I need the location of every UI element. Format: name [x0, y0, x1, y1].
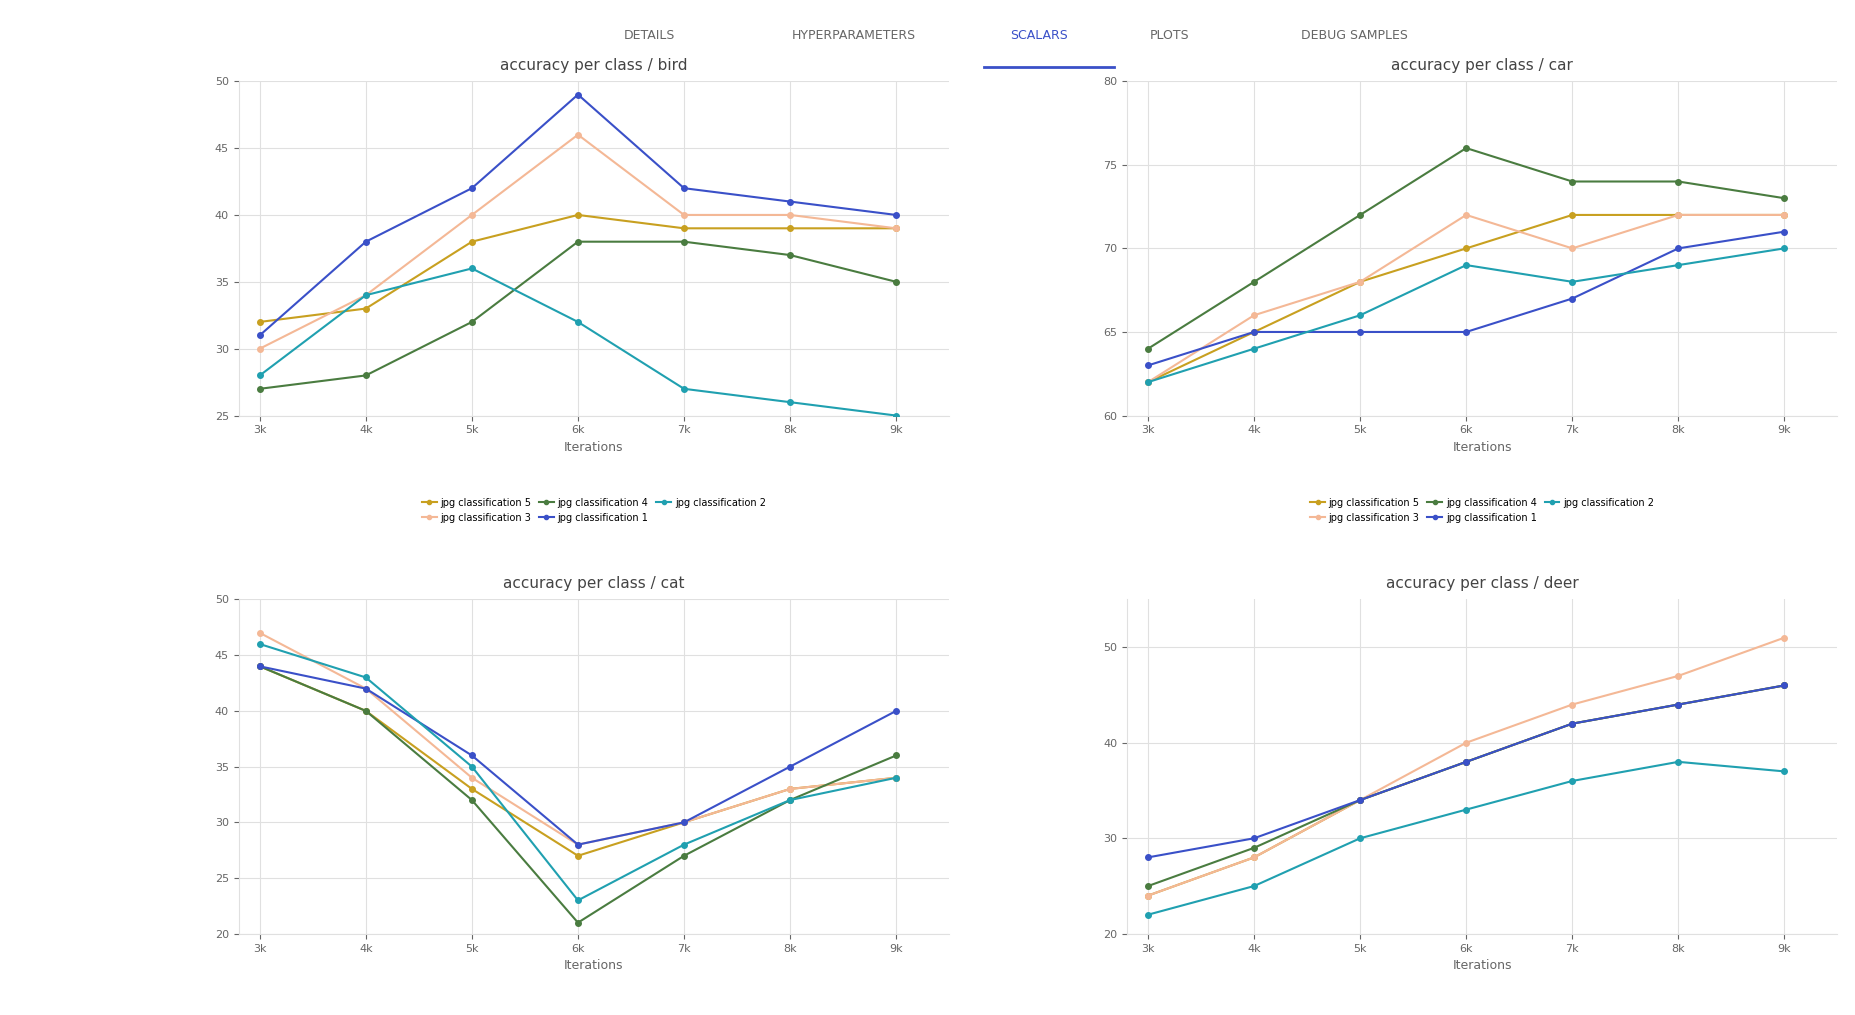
Text: DEBUG SAMPLES: DEBUG SAMPLES — [1300, 29, 1408, 42]
Title: accuracy per class / bird: accuracy per class / bird — [499, 58, 686, 73]
Title: accuracy per class / deer: accuracy per class / deer — [1386, 577, 1577, 592]
Legend: jpg classification 5, jpg classification 3, jpg classification 4, jpg classifica: jpg classification 5, jpg classification… — [1306, 494, 1657, 527]
X-axis label: Iterations: Iterations — [564, 959, 623, 972]
X-axis label: Iterations: Iterations — [1452, 441, 1512, 454]
Text: SCALARS: SCALARS — [1009, 29, 1068, 42]
Text: DETAILS: DETAILS — [623, 29, 675, 42]
Legend: jpg classification 5, jpg classification 3, jpg classification 4, jpg classifica: jpg classification 5, jpg classification… — [1306, 1012, 1657, 1015]
X-axis label: Iterations: Iterations — [564, 441, 623, 454]
X-axis label: Iterations: Iterations — [1452, 959, 1512, 972]
Title: accuracy per class / cat: accuracy per class / cat — [503, 577, 684, 592]
Legend: jpg classification 5, jpg classification 3, jpg classification 4, jpg classifica: jpg classification 5, jpg classification… — [417, 494, 770, 527]
Text: HYPERPARAMETERS: HYPERPARAMETERS — [792, 29, 915, 42]
Text: PLOTS: PLOTS — [1148, 29, 1189, 42]
Legend: jpg classification 5, jpg classification 3, jpg classification 4, jpg classifica: jpg classification 5, jpg classification… — [417, 1012, 770, 1015]
Title: accuracy per class / car: accuracy per class / car — [1391, 58, 1573, 73]
